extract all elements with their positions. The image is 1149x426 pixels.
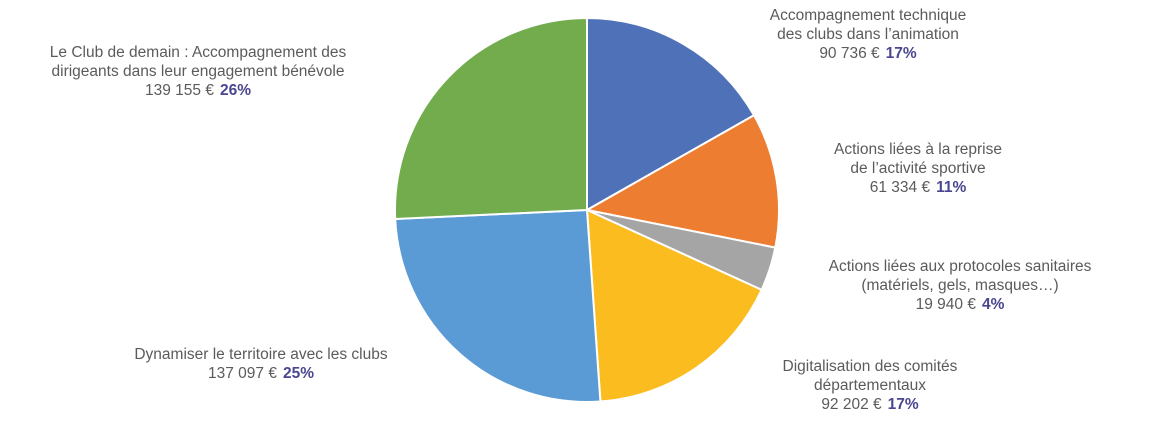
label-line: Actions liées aux protocoles sanitaires <box>828 258 1092 275</box>
pie-slice-3 <box>585 208 763 403</box>
label-club-de-demain: Le Club de demain : Accompagnement des d… <box>2 43 394 100</box>
label-line: des clubs dans l’animation <box>777 26 959 43</box>
label-percent: 4% <box>981 296 1005 313</box>
label-amount: 90 736 € <box>819 45 880 62</box>
pie-slice-1 <box>584 113 780 249</box>
label-line: de l’activité sportive <box>850 160 986 177</box>
label-amount: 139 155 € <box>145 82 214 99</box>
label-line: Le Club de demain : Accompagnement des <box>49 44 347 61</box>
pie-slice-0 <box>586 16 756 212</box>
label-percent: 17% <box>887 396 919 413</box>
label-line: Digitalisation des comités <box>782 358 958 375</box>
label-accompagnement-technique: Accompagnement technique des clubs dans … <box>728 6 1008 63</box>
label-percent: 25% <box>282 365 314 382</box>
label-percent: 11% <box>936 179 967 196</box>
label-dynamiser-territoire: Dynamiser le territoire avec les clubs 1… <box>86 345 436 383</box>
label-line: Accompagnement technique <box>769 7 967 24</box>
label-reprise-activite: Actions liées à la reprise de l’activité… <box>798 140 1038 197</box>
label-amount: 137 097 € <box>208 365 277 382</box>
label-percent: 17% <box>885 45 917 62</box>
label-amount: 92 202 € <box>821 396 882 413</box>
pie-slice-4 <box>394 208 602 403</box>
label-percent: 26% <box>219 82 251 99</box>
label-line: Actions liées à la reprise <box>834 141 1002 158</box>
label-line: Dynamiser le territoire avec les clubs <box>134 346 388 363</box>
label-digitalisation: Digitalisation des comités départementau… <box>730 357 1010 414</box>
label-line: départementaux <box>813 377 927 394</box>
label-protocoles-sanitaires: Actions liées aux protocoles sanitaires … <box>776 257 1144 314</box>
label-line: dirigeants dans leur engagement bénévole <box>51 63 345 80</box>
label-amount: 19 940 € <box>915 296 976 313</box>
pie-slice-5 <box>394 16 588 221</box>
label-line: (matériels, gels, masques…) <box>861 277 1059 294</box>
label-amount: 61 334 € <box>869 179 931 196</box>
